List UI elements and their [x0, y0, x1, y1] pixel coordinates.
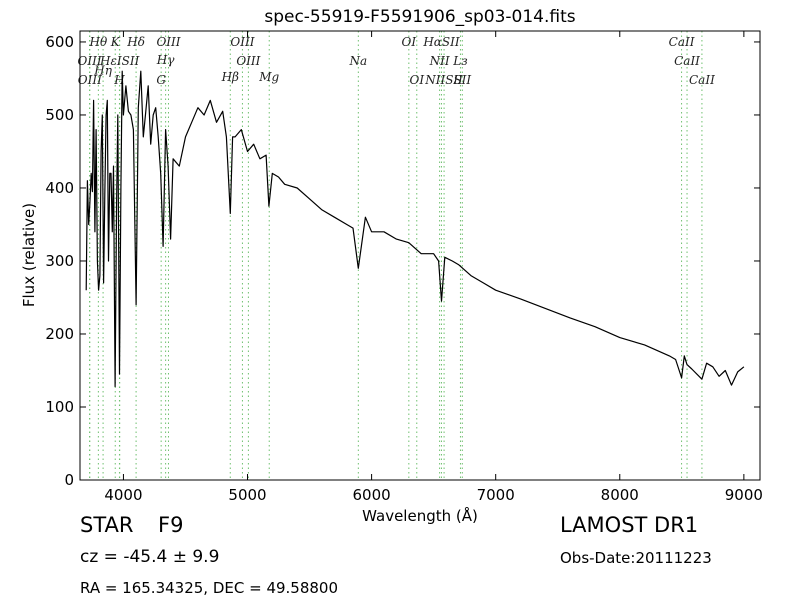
- spectral-line-label: CaII: [669, 35, 695, 49]
- spectral-line-label: K: [110, 35, 121, 49]
- spectral-line-label: Na: [349, 54, 368, 68]
- plot-frame: [79, 30, 761, 481]
- y-tick-label: 400: [45, 179, 74, 197]
- x-tick-label: 7000: [477, 486, 515, 504]
- spectrum-line: [85, 70, 745, 388]
- x-tick-label: 5000: [228, 486, 266, 504]
- object-subclass: F9: [158, 513, 184, 537]
- x-axis-ticks: 4000 5000 6000 7000 8000 9000: [104, 31, 763, 504]
- coordinates: RA = 165.34325, DEC = 49.58800: [80, 579, 339, 597]
- x-axis-label: Wavelength (Å): [362, 506, 478, 525]
- y-tick-label: 200: [45, 325, 74, 343]
- spectral-line-label: SII: [453, 73, 471, 87]
- spectral-line-label: OIII: [78, 54, 102, 68]
- y-tick-label: 600: [45, 33, 74, 51]
- survey-name: LAMOST DR1: [560, 513, 699, 537]
- spectral-line-label: OIII: [156, 35, 180, 49]
- x-tick-label: 6000: [353, 486, 391, 504]
- y-tick-label: 300: [45, 252, 74, 270]
- spectral-line-label: Hθ: [89, 35, 108, 49]
- spectral-line-label: OI: [402, 35, 417, 49]
- spectral-line-label: NIISII: [424, 73, 463, 87]
- redshift-value: cz = -45.4 ± 9.9: [80, 547, 220, 567]
- spectral-line-label: OIII: [230, 35, 254, 49]
- spectral-line-label: HεISII: [99, 54, 140, 68]
- spectral-line-label: Hγ: [156, 53, 175, 67]
- y-tick-label: 0: [64, 471, 74, 489]
- spectral-line-label: Lз: [452, 54, 468, 68]
- y-axis-label: Flux (relative): [20, 203, 38, 307]
- y-axis-ticks: 0 100 200 300 400 500 600: [45, 33, 760, 489]
- spectral-lines-layer: [89, 31, 703, 480]
- y-tick-label: 500: [45, 106, 74, 124]
- spectral-line-label: H: [113, 73, 125, 87]
- spectral-line-label: Hδ: [126, 35, 145, 49]
- spectral-line-label: Hη: [93, 64, 112, 78]
- spectral-line-label: Mg: [258, 70, 279, 84]
- y-tick-label: 100: [45, 398, 74, 416]
- spectral-line-label: CaII: [674, 54, 700, 68]
- x-tick-label: 9000: [725, 486, 763, 504]
- spectral-line-label: NII: [429, 54, 450, 68]
- spectral-line-label: OIII: [236, 54, 260, 68]
- spectral-line-label: G: [156, 73, 166, 87]
- spectral-line-label: HαSII: [422, 35, 460, 49]
- chart-title: spec-55919-F5591906_sp03-014.fits: [264, 7, 575, 27]
- object-class: STAR: [80, 513, 134, 537]
- x-tick-label: 8000: [601, 486, 639, 504]
- spectral-line-label: CaII: [689, 73, 715, 87]
- spectral-line-label: Hβ: [221, 70, 239, 84]
- observation-date: Obs-Date:20111223: [560, 549, 712, 567]
- spectral-line-label: OIII: [78, 73, 102, 87]
- x-tick-label: 4000: [104, 486, 142, 504]
- spectral-line-label: OI: [409, 73, 424, 87]
- spectral-line-labels: OIII OIII Hθ Hη K HεISII H Hδ OIII Hγ G OIII OIII Hβ M…: [78, 35, 716, 87]
